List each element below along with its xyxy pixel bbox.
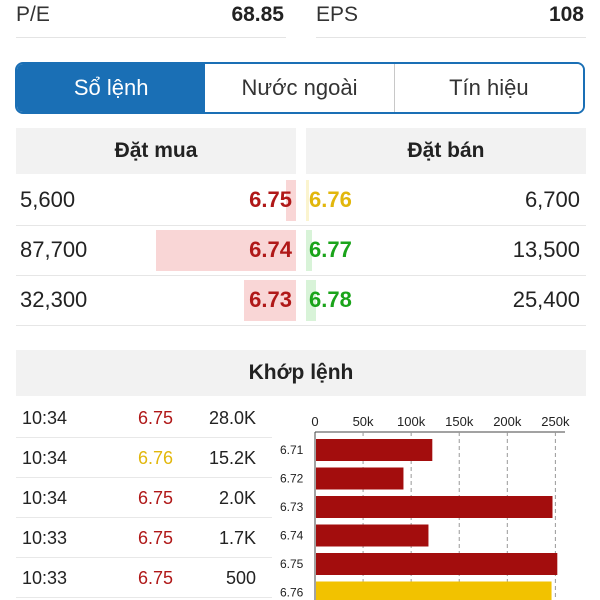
ask-price[interactable]: 6.77 [309, 237, 352, 262]
bid-volume-bar [156, 230, 296, 271]
y-tick-label: 6.74 [280, 529, 304, 543]
volume-bar [316, 581, 552, 600]
match-time: 10:33 [22, 528, 68, 548]
match-time: 10:34 [22, 448, 68, 468]
sell-orders-header: Đặt bán [306, 128, 586, 174]
y-tick-label: 6.76 [280, 586, 304, 600]
match-time: 10:34 [22, 408, 68, 428]
orderbook-row: 32,300 6.73 6.78 25,400 [16, 276, 586, 326]
match-price: 6.76 [138, 448, 174, 468]
ask-volume-bar [306, 180, 309, 221]
bid-volume: 5,600 [20, 187, 76, 212]
volume-bar [316, 553, 558, 575]
match-volume: 2.0K [218, 488, 256, 508]
volume-bar [316, 467, 404, 490]
bid-volume: 87,700 [20, 237, 88, 262]
eps-value: 108 [548, 3, 584, 26]
tab-signals[interactable]: Tín hiệu [394, 64, 583, 112]
eps-label: EPS [316, 3, 359, 26]
match-price: 6.75 [138, 408, 174, 428]
matched-row: 10:34 6.75 28.0K [16, 398, 272, 438]
stats-bar: P/E 68.85 EPS 108 [0, 0, 600, 40]
pe-stat: P/E 68.85 [16, 0, 286, 38]
matched-row: 10:33 6.75 1.7K [16, 518, 272, 558]
bid-price[interactable]: 6.74 [249, 237, 292, 262]
match-price: 6.75 [138, 568, 174, 588]
match-volume: 1.7K [218, 528, 256, 548]
ask-price[interactable]: 6.78 [309, 287, 352, 312]
match-volume: 15.2K [208, 448, 256, 468]
ask-volume: 13,500 [512, 237, 580, 262]
tab-bar: Sổ lệnh Nước ngoài Tín hiệu [15, 62, 585, 114]
ask-volume: 25,400 [512, 287, 580, 312]
ask-price[interactable]: 6.76 [309, 187, 352, 212]
match-time: 10:33 [22, 568, 68, 588]
volume-bar [316, 524, 429, 547]
match-price: 6.75 [138, 488, 174, 508]
bid-volume-bar [286, 180, 296, 221]
y-tick-label: 6.73 [280, 500, 304, 514]
bid-price[interactable]: 6.73 [249, 287, 292, 312]
volume-by-price-chart: 0 50k 100k 150k 200k 250k 6.71 6.72 6.73 6.74 6.75… [280, 414, 570, 600]
match-volume: 28.0K [208, 408, 256, 428]
bid-price[interactable]: 6.75 [249, 187, 292, 212]
pe-value: 68.85 [231, 3, 284, 26]
y-tick-label: 6.72 [280, 472, 304, 486]
match-volume: 500 [225, 568, 256, 588]
x-tick-label: 250k [541, 414, 570, 429]
x-tick-label: 100k [397, 414, 426, 429]
x-tick-label: 200k [493, 414, 522, 429]
matched-row: 10:34 6.76 15.2K [16, 438, 272, 478]
x-tick-label: 0 [311, 414, 318, 429]
pe-label: P/E [16, 3, 50, 26]
volume-bar [316, 496, 553, 518]
bid-volume-bar [244, 280, 296, 321]
eps-stat: EPS 108 [316, 0, 586, 38]
ask-volume: 6,700 [524, 187, 580, 212]
matched-row: 10:33 6.75 500 [16, 558, 272, 598]
buy-orders-header: Đặt mua [16, 128, 296, 174]
bid-volume: 32,300 [20, 287, 88, 312]
matched-row: 10:34 6.75 2.0K [16, 478, 272, 518]
match-time: 10:34 [22, 488, 68, 508]
x-tick-label: 50k [353, 414, 374, 429]
y-tick-label: 6.71 [280, 443, 304, 457]
matched-orders-header: Khớp lệnh [16, 350, 586, 396]
tab-order-book[interactable]: Sổ lệnh [17, 64, 206, 112]
tab-foreign[interactable]: Nước ngoài [205, 64, 395, 112]
volume-bar [316, 439, 433, 461]
match-price: 6.75 [138, 528, 174, 548]
orderbook-row: 5,600 6.75 6.76 6,700 [16, 176, 586, 226]
y-tick-label: 6.75 [280, 557, 304, 571]
ask-volume-bar [306, 280, 317, 321]
ask-volume-bar [306, 230, 312, 271]
orderbook-row: 87,700 6.74 6.77 13,500 [16, 226, 586, 276]
x-tick-label: 150k [445, 414, 474, 429]
